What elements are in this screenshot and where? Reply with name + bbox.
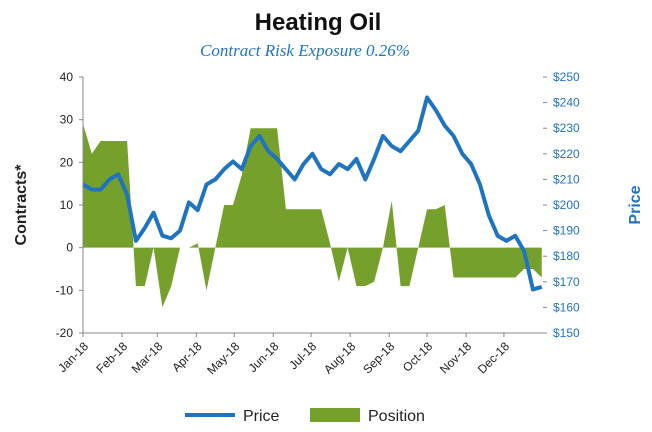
price-line [81,95,543,292]
y2-axis-label: Price [627,185,644,224]
y-tick-label: 0 [66,241,73,255]
legend-label: Price [243,408,280,425]
y2-tick-label: $250 [553,70,580,84]
x-tick-label: Jun-18 [246,339,282,375]
y-tick-label: -10 [56,283,74,297]
y2-tick-label: $220 [553,147,580,161]
y2-tick-label: $190 [553,224,580,238]
position-area [83,123,542,308]
y-axis-label: Contracts* [13,164,30,246]
x-tick-label: Aug-18 [321,339,358,376]
chart-subtitle: Contract Risk Exposure 0.26% [200,41,410,60]
y2-tick-label: $230 [553,121,580,135]
chart-title: Heating Oil [255,9,382,36]
y2-tick-label: $200 [553,198,580,212]
x-tick-label: Oct-18 [400,339,436,375]
y-tick-label: 20 [60,155,74,169]
y2-tick-label: $240 [553,96,580,110]
y-tick-label: -20 [56,326,74,340]
x-tick-label: Nov-18 [437,339,474,376]
x-tick-label: Dec-18 [475,339,512,376]
y2-tick-label: $210 [553,172,580,186]
y2-tick-label: $150 [553,326,580,340]
legend-label: Position [368,408,425,425]
y2-tick-label: $170 [553,275,580,289]
legend-swatch [310,408,360,422]
y2-tick-label: $160 [553,300,580,314]
x-tick-label: Jul-18 [286,339,319,372]
y-tick-label: 10 [60,198,74,212]
x-tick-label: Apr-18 [169,339,205,375]
x-tick-label: Feb-18 [93,339,130,376]
y2-tick-label: $180 [553,249,580,263]
x-tick-label: Mar-18 [129,339,166,376]
y-tick-label: 40 [60,70,74,84]
x-tick-label: Jan-18 [55,339,91,375]
x-tick-label: Sep-18 [360,339,397,376]
y-tick-label: 30 [60,113,74,127]
x-tick-label: May-18 [204,339,242,377]
